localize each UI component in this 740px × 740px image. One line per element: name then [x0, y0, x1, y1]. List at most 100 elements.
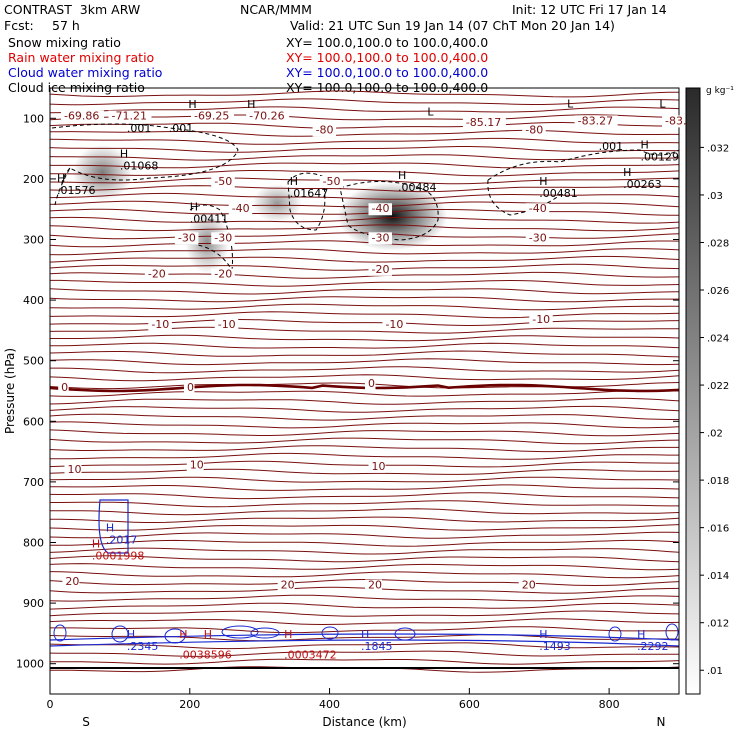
- contour-label-bg: [368, 460, 386, 473]
- extremum-value: .00481: [539, 187, 578, 200]
- x-axis-label: Distance (km): [322, 715, 406, 729]
- isotherm-line: [50, 146, 679, 153]
- extremum-marker: H: [127, 628, 135, 641]
- y-tick-label: 500: [23, 355, 44, 368]
- cloud-water-cell: [321, 626, 339, 640]
- x-tick-label: 200: [179, 698, 200, 711]
- isotherm-label: -40: [232, 202, 250, 215]
- isotherm-line: [50, 539, 679, 547]
- isotherm-line: [50, 468, 679, 475]
- isotherm-line: [50, 255, 679, 263]
- cloud-water-cell: [53, 624, 67, 642]
- isotherm-line: [50, 334, 679, 342]
- contour-label-bg: [382, 318, 406, 331]
- field-name-rain: Rain water mixing ratio: [8, 50, 155, 65]
- isotherm-line: [50, 610, 679, 617]
- isotherm-label: -83.27: [578, 114, 613, 127]
- isotherm-line: [50, 516, 679, 523]
- isotherm-line: [50, 484, 679, 491]
- init-time: Init: 12 UTC Fri 17 Jan 14: [512, 2, 667, 17]
- extremum-value: .01068: [120, 160, 159, 173]
- extremum-marker: H: [106, 522, 114, 535]
- isotherm-label: -30: [214, 231, 232, 244]
- isotherm-line: [50, 594, 679, 602]
- isotherm-line: [50, 555, 679, 563]
- field-xy-rain: XY= 100.0,100.0 to 100.0,400.0: [286, 50, 489, 65]
- x-tick-label: 800: [599, 698, 620, 711]
- isotherm-line: [50, 200, 679, 208]
- contour-label-bg: [319, 175, 344, 188]
- contour-label-bg: [144, 268, 169, 281]
- isotherm-line: [50, 492, 679, 500]
- cloud-ice-contour: [61, 167, 71, 191]
- isotherm-line: [50, 602, 679, 610]
- isotherm-line: [50, 318, 679, 327]
- isotherm-line: [50, 216, 679, 224]
- extremum-marker: H: [190, 200, 198, 213]
- extremum-marker: H: [539, 628, 547, 641]
- isotherm-line: [50, 397, 679, 405]
- isotherm-line: [50, 296, 679, 303]
- isotherm-line: [50, 240, 679, 248]
- isotherm-label: -80: [525, 123, 543, 136]
- cloud-ice-contour: [487, 149, 679, 181]
- isotherm-line: [50, 634, 679, 642]
- contour-label-bg: [60, 110, 104, 123]
- cloud-water-cell: [665, 623, 679, 641]
- isotherm-label: -10: [532, 313, 550, 326]
- isotherm-line: [50, 326, 679, 334]
- isotherm-label: -83.: [665, 114, 686, 127]
- isotherm-label: -80: [316, 123, 334, 136]
- isotherm-line: [50, 366, 679, 374]
- contour-label-bg: [364, 579, 382, 592]
- field-name-cloud-water: Cloud water mixing ratio: [8, 65, 163, 80]
- isotherm-line: [50, 626, 679, 634]
- extremum-marker: L: [427, 105, 434, 118]
- isotherm-line: [50, 658, 679, 665]
- cloud-water-cell: [608, 626, 622, 642]
- x-tick-label: 400: [319, 698, 340, 711]
- extremum-value: .01647: [290, 187, 329, 200]
- isotherm-line: [50, 90, 679, 98]
- isotherm-line: [50, 437, 679, 445]
- contour-label-bg: [525, 232, 550, 245]
- contour-label-bg: [364, 377, 376, 390]
- isotherm-label: -20: [148, 268, 166, 281]
- shaded-blob-3: [252, 184, 303, 223]
- colorbar: [685, 87, 701, 695]
- isotherm-line: [50, 162, 679, 169]
- isotherm-label: 0: [368, 377, 375, 390]
- extremum-marker: H: [188, 98, 196, 111]
- extremum-value: .0003472: [284, 649, 337, 662]
- contour-label-bg: [368, 263, 392, 276]
- isotherm-label: -20: [214, 268, 232, 281]
- contour-label-bg: [174, 232, 199, 245]
- isotherm-label: -10: [385, 318, 403, 331]
- shaded-blob-2: [337, 182, 448, 251]
- zero-degree-line: [50, 383, 679, 393]
- ice-contour-label: .001: [169, 122, 194, 135]
- isotherm-line: [50, 571, 679, 579]
- field-xy-snow: XY= 100.0,100.0 to 100.0,400.0: [286, 35, 489, 50]
- extremum-marker: H: [623, 166, 631, 179]
- extremum-marker: H: [179, 628, 187, 641]
- cloud-water-cell: [221, 625, 259, 639]
- isotherm-line: [50, 524, 679, 531]
- isotherm-line: [50, 460, 679, 468]
- x-end-label-south: S: [82, 715, 90, 729]
- isotherm-label: -69.25: [194, 110, 229, 123]
- isotherm-line: [50, 500, 679, 508]
- extremum-value: .1493: [539, 640, 571, 653]
- org-label: NCAR/MMM: [240, 2, 312, 17]
- extremum-marker: H: [247, 98, 255, 111]
- isotherm-line: [50, 114, 679, 121]
- isotherm-line: [50, 154, 679, 161]
- isotherm-line: [50, 232, 679, 240]
- isotherm-label: 0: [61, 381, 68, 394]
- colorbar-tick-label: .012: [707, 619, 729, 630]
- extremum-marker: H: [398, 169, 406, 182]
- isotherm-line: [50, 248, 679, 256]
- isotherm-line: [50, 508, 679, 516]
- contour-label-bg: [148, 318, 172, 331]
